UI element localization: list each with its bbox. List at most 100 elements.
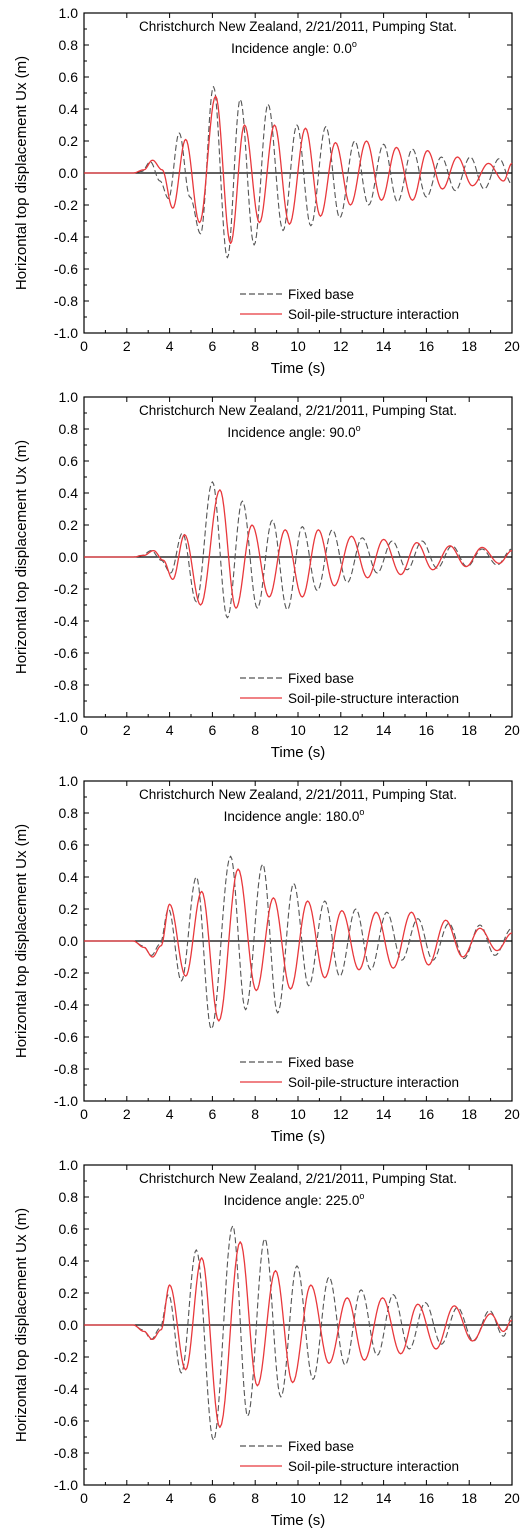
y-tick-label: 0.2: [59, 901, 79, 917]
y-tick-label: 1.0: [59, 5, 79, 21]
x-tick-label: 0: [80, 722, 88, 738]
y-tick-label: -1.0: [54, 709, 78, 725]
chart-title: Christchurch New Zealand, 2/21/2011, Pum…: [139, 1171, 457, 1186]
y-tick-label: 0.2: [59, 1285, 79, 1301]
chart-subtitle: Incidence angle: 0.0o: [231, 39, 357, 56]
x-tick-label: 20: [504, 722, 520, 738]
y-tick-label: 0.8: [59, 805, 79, 821]
x-tick-label: 6: [209, 338, 217, 354]
x-tick-label: 10: [290, 1490, 306, 1506]
y-tick-label: -0.8: [54, 677, 78, 693]
y-tick-label: -0.2: [54, 581, 78, 597]
legend-label: Fixed base: [288, 287, 354, 302]
x-tick-label: 16: [419, 722, 435, 738]
y-tick-label: 0.6: [59, 453, 79, 469]
x-tick-label: 14: [376, 722, 392, 738]
x-tick-label: 4: [166, 1490, 174, 1506]
chart-subtitle: Incidence angle: 90.0o: [227, 423, 360, 440]
x-tick-label: 0: [80, 1106, 88, 1122]
chart-subtitle: Incidence angle: 180.0o: [224, 807, 365, 824]
legend-label: Fixed base: [288, 1055, 354, 1070]
y-axis-title: Horizontal top displacement Ux (m): [13, 1208, 30, 1442]
y-tick-label: 0.6: [59, 69, 79, 85]
legend-label: Fixed base: [288, 1439, 354, 1454]
x-tick-label: 8: [251, 722, 259, 738]
series-soil-pile-line: [84, 489, 513, 609]
y-tick-label: 0.4: [59, 869, 79, 885]
series-soil-pile-line: [84, 868, 513, 1022]
degree-mark: o: [359, 807, 364, 817]
x-tick-label: 20: [504, 338, 520, 354]
y-tick-label: 0.0: [59, 165, 79, 181]
y-tick-label: -1.0: [54, 1093, 78, 1109]
y-tick-label: -0.4: [54, 1381, 78, 1397]
y-axis-title: Horizontal top displacement Ux (m): [13, 824, 30, 1058]
x-tick-label: 8: [251, 1490, 259, 1506]
chart-svg: 1.0 0.8 0.6 0.4 0.2 0.0 -0.2 -0.4 -0.6 -0.8 -1.00 2…: [13, 773, 520, 1145]
y-tick-label: -1.0: [54, 1477, 78, 1493]
x-tick-label: 18: [461, 1490, 477, 1506]
chart-title: Christchurch New Zealand, 2/21/2011, Pum…: [139, 403, 457, 418]
x-tick-label: 16: [419, 1106, 435, 1122]
y-tick-label: -0.6: [54, 1029, 78, 1045]
degree-mark: o: [356, 423, 361, 433]
x-tick-label: 14: [376, 338, 392, 354]
y-tick-label: -0.2: [54, 965, 78, 981]
chart-subtitle: Incidence angle: 225.0o: [224, 1191, 365, 1208]
x-tick-label: 4: [166, 722, 174, 738]
x-tick-label: 10: [290, 338, 306, 354]
x-tick-label: 14: [376, 1106, 392, 1122]
chart-panel: 1.0 0.8 0.6 0.4 0.2 0.0 -0.2 -0.4 -0.6 -0.8 -1.0 0 2…: [0, 384, 528, 768]
x-tick-label: 18: [461, 722, 477, 738]
legend-label: Soil-pile-structure interaction: [288, 1459, 459, 1474]
x-tick-label: 4: [166, 1106, 174, 1122]
x-tick-label: 8: [251, 338, 259, 354]
y-tick-label: 1.0: [59, 1157, 79, 1173]
x-tick-label: 0: [80, 338, 88, 354]
x-tick-label: 20: [504, 1490, 520, 1506]
legend-label: Soil-pile-structure interaction: [288, 1075, 459, 1090]
y-tick-label: 0.8: [59, 1189, 79, 1205]
series-soil-pile-line: [84, 95, 513, 245]
y-tick-label: 1.0: [59, 389, 79, 405]
chart-panel: 1.0 0.8 0.6 0.4 0.2 0.0 -0.2 -0.4 -0.6 -0.8 -1.0 0 2…: [0, 0, 528, 384]
y-tick-label: 1.0: [59, 773, 79, 789]
y-tick-label: -0.2: [54, 1349, 78, 1365]
x-tick-label: 6: [209, 722, 217, 738]
y-tick-label: -0.4: [54, 229, 78, 245]
x-axis-title: Time (s): [271, 360, 325, 377]
chart-panel: 1.0 0.8 0.6 0.4 0.2 0.0 -0.2 -0.4 -0.6 -0.8 -1.0 0 2…: [0, 1152, 528, 1536]
x-axis-title: Time (s): [271, 744, 325, 761]
x-tick-label: 12: [333, 722, 349, 738]
series-fixed-base-line: [84, 481, 513, 619]
x-tick-label: 2: [123, 1106, 131, 1122]
y-tick-label: -0.8: [54, 1061, 78, 1077]
series-fixed-base-line: [84, 1225, 513, 1441]
x-tick-label: 16: [419, 1490, 435, 1506]
x-tick-label: 16: [419, 338, 435, 354]
legend-label: Fixed base: [288, 671, 354, 686]
y-tick-label: -0.8: [54, 293, 78, 309]
y-tick-label: -0.4: [54, 997, 78, 1013]
x-tick-label: 4: [166, 338, 174, 354]
x-tick-label: 8: [251, 1106, 259, 1122]
series-fixed-base-line: [84, 86, 513, 259]
x-axis-title: Time (s): [271, 1128, 325, 1145]
y-tick-label: 0.0: [59, 1317, 79, 1333]
x-tick-label: 6: [209, 1106, 217, 1122]
legend-label: Soil-pile-structure interaction: [288, 691, 459, 706]
y-tick-label: 0.4: [59, 1253, 79, 1269]
y-tick-label: 0.0: [59, 933, 79, 949]
x-tick-label: 0: [80, 1490, 88, 1506]
x-tick-label: 6: [209, 1490, 217, 1506]
chart-panel: 1.0 0.8 0.6 0.4 0.2 0.0 -0.2 -0.4 -0.6 -0.8 -1.0 0 2…: [0, 768, 528, 1152]
x-tick-label: 10: [290, 722, 306, 738]
x-tick-label: 2: [123, 1490, 131, 1506]
chart-svg: 1.0 0.8 0.6 0.4 0.2 0.0 -0.2 -0.4 -0.6 -0.8 -1.00 2…: [13, 5, 520, 377]
y-tick-label: -0.4: [54, 613, 78, 629]
chart-title: Christchurch New Zealand, 2/21/2011, Pum…: [139, 19, 457, 34]
chart-svg: 1.0 0.8 0.6 0.4 0.2 0.0 -0.2 -0.4 -0.6 -0.8 -1.00 2…: [13, 389, 520, 761]
y-tick-label: 0.6: [59, 1221, 79, 1237]
y-tick-label: -1.0: [54, 325, 78, 341]
